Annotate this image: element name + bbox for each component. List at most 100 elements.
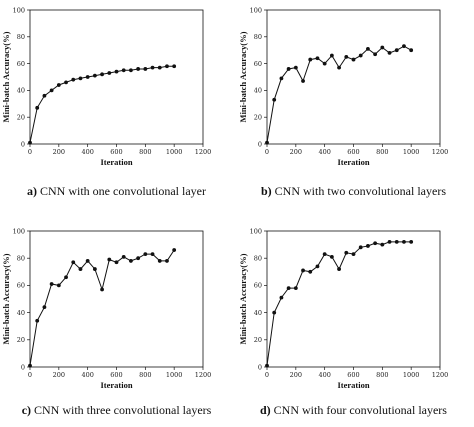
- data-point: [409, 239, 414, 244]
- x-tick-label: 1200: [195, 371, 212, 379]
- x-tick-label: 800: [139, 148, 151, 156]
- y-tick-label: 100: [250, 6, 262, 14]
- data-point: [387, 50, 392, 55]
- data-point: [49, 88, 54, 93]
- data-point: [49, 282, 54, 286]
- y-tick-label: 60: [17, 60, 25, 68]
- data-point: [265, 363, 269, 368]
- y-tick-label: 80: [254, 255, 262, 263]
- x-axis-label: Iteration: [100, 380, 132, 390]
- data-point: [344, 55, 349, 59]
- data-point: [165, 259, 169, 263]
- x-tick-label: 200: [53, 371, 65, 379]
- x-tick-label: 600: [347, 148, 359, 156]
- x-tick-label: 400: [318, 371, 330, 379]
- data-point: [366, 46, 370, 51]
- data-point: [107, 257, 112, 262]
- y-axis-label: Mini-batch Accuracy(%): [238, 31, 248, 122]
- y-tick-label: 100: [13, 227, 25, 235]
- data-point: [329, 53, 334, 58]
- data-point: [172, 64, 177, 69]
- y-axis-label: Mini-batch Accuracy(%): [1, 253, 11, 344]
- data-point: [28, 140, 32, 145]
- data-point: [42, 305, 47, 310]
- x-tick-label: 400: [81, 371, 93, 379]
- x-tick-label: 1000: [403, 148, 420, 156]
- data-point: [373, 241, 378, 246]
- data-point: [293, 65, 298, 70]
- data-point: [337, 267, 341, 271]
- data-point: [409, 48, 414, 53]
- y-axis-label: Mini-batch Accuracy(%): [1, 31, 11, 122]
- data-point: [351, 57, 356, 62]
- data-point: [121, 68, 126, 73]
- x-tick-label: 1200: [195, 148, 212, 156]
- y-tick-label: 20: [254, 336, 262, 344]
- caption-text: CNN with one convolutional layer: [37, 184, 206, 198]
- data-point: [402, 44, 406, 49]
- caption-letter: a): [27, 184, 37, 198]
- data-point: [358, 53, 363, 58]
- data-point: [301, 79, 305, 83]
- data-point: [344, 250, 349, 255]
- data-point: [308, 57, 313, 62]
- data-point: [78, 267, 83, 271]
- chart-panel-2: 0 200 400 600 800 1000 1200 0 20 40 60 80 100 Iterati…: [238, 6, 448, 198]
- data-point: [351, 252, 356, 257]
- x-tick-label: 0: [265, 148, 269, 156]
- data-point: [308, 269, 313, 274]
- y-tick-label: 0: [258, 140, 262, 148]
- data-point: [322, 252, 327, 257]
- data-point: [64, 80, 68, 85]
- chart-panel-3: 0 200 400 600 800 1000 1200 0 20 40 60 80 100 Iterati…: [1, 227, 212, 417]
- data-point: [107, 71, 112, 75]
- data-point: [143, 67, 148, 71]
- data-point: [143, 252, 148, 257]
- data-point: [165, 64, 169, 69]
- y-tick-label: 20: [17, 336, 25, 344]
- data-point: [380, 45, 385, 50]
- data-point: [293, 286, 298, 291]
- data-point: [114, 260, 119, 265]
- data-point: [394, 48, 399, 53]
- data-point: [42, 93, 47, 98]
- caption-letter: d): [260, 403, 271, 417]
- y-tick-label: 100: [250, 227, 262, 235]
- data-point: [322, 61, 327, 66]
- series-line: [29, 249, 175, 366]
- chart-panel-1: 0 200 400 600 800 1000 1200 0 20 40 60 80 100 Iterati…: [1, 6, 211, 198]
- x-tick-label: 200: [290, 148, 302, 156]
- data-point: [279, 76, 284, 81]
- x-tick-label: 200: [290, 371, 302, 379]
- data-point: [358, 245, 363, 250]
- data-point: [129, 259, 133, 263]
- caption-letter: c): [22, 403, 31, 417]
- y-tick-label: 0: [21, 140, 25, 148]
- x-tick-label: 1000: [403, 371, 420, 379]
- data-point: [92, 73, 97, 78]
- data-point: [92, 267, 97, 271]
- chart-panel-4: 0 200 400 600 800 1000 1200 0 20 40 60 80 100 Iterati…: [238, 227, 448, 417]
- y-tick-label: 40: [254, 309, 262, 317]
- data-point: [366, 244, 370, 248]
- data-point: [35, 105, 40, 110]
- data-point: [272, 310, 277, 315]
- x-tick-label: 600: [347, 371, 359, 379]
- data-point: [394, 239, 399, 244]
- data-point: [71, 260, 76, 265]
- data-point: [286, 67, 291, 71]
- data-point: [35, 318, 40, 323]
- data-point: [121, 254, 126, 259]
- x-tick-label: 800: [139, 371, 151, 379]
- x-tick-label: 400: [81, 148, 93, 156]
- plot-frame: [266, 230, 441, 368]
- data-point: [265, 140, 269, 145]
- data-point: [114, 69, 119, 74]
- y-tick-label: 0: [21, 363, 25, 371]
- data-point: [301, 268, 305, 273]
- data-point: [172, 248, 177, 252]
- x-tick-label: 600: [110, 371, 122, 379]
- x-tick-label: 1200: [432, 148, 449, 156]
- data-point: [28, 363, 32, 368]
- panel-caption: d) CNN with four convolutional layers: [260, 403, 447, 417]
